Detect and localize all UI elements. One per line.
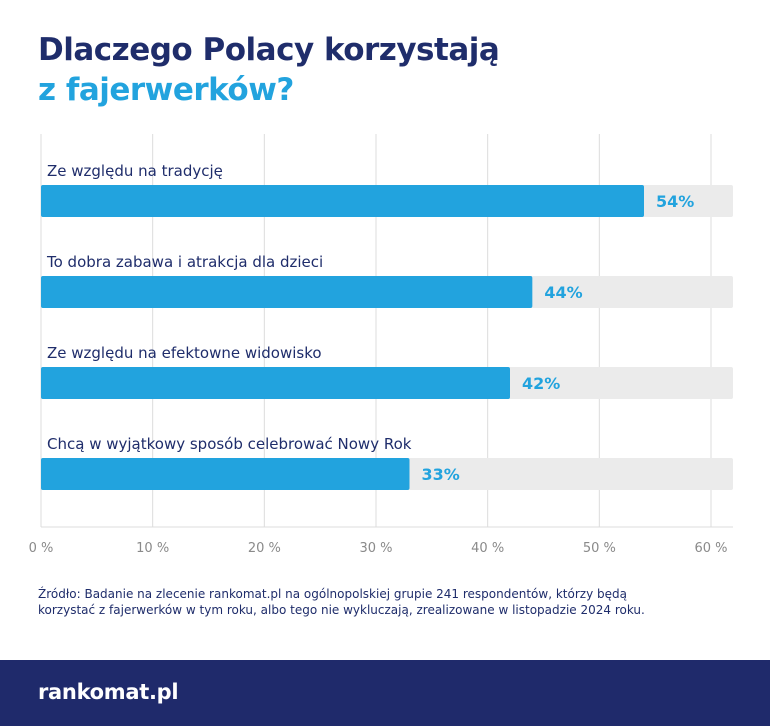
category-label: Ze względu na tradycję	[47, 162, 223, 180]
x-tick-label: 50 %	[583, 541, 616, 556]
x-tick-label: 60 %	[694, 541, 727, 556]
category-label: To dobra zabawa i atrakcja dla dzieci	[46, 253, 323, 271]
x-tick-label: 10 %	[136, 541, 169, 556]
chart-title: Dlaczego Polacy korzystają z fajerwerków…	[38, 30, 500, 110]
footer-bar: rankomat.pl	[0, 660, 770, 726]
category-label: Ze względu na efektowne widowisko	[47, 344, 322, 362]
x-tick-label: 30 %	[359, 541, 392, 556]
data-label: 33%	[422, 465, 460, 484]
bar	[41, 458, 410, 490]
brand-logo: rankomat.pl	[38, 680, 179, 704]
x-tick-label: 0 %	[29, 541, 54, 556]
x-tick-label: 40 %	[471, 541, 504, 556]
data-label: 44%	[544, 283, 582, 302]
bar	[41, 367, 510, 399]
bar	[41, 276, 533, 308]
data-label: 54%	[656, 192, 694, 211]
bar	[41, 185, 644, 217]
bar-chart: 0 % 10 % 20 % 30 % 40 % 50 % 60 % Ze względu na…	[29, 134, 733, 556]
x-tick-label: 20 %	[248, 541, 281, 556]
data-label: 42%	[522, 374, 560, 393]
source-note: Źródło: Badanie na zlecenie rankomat.pl …	[38, 587, 645, 617]
category-label: Chcą w wyjątkowy sposób celebrować Nowy …	[47, 435, 412, 453]
title-line-1: Dlaczego Polacy korzystają	[38, 32, 500, 68]
title-line-2: z fajerwerków?	[38, 72, 294, 108]
